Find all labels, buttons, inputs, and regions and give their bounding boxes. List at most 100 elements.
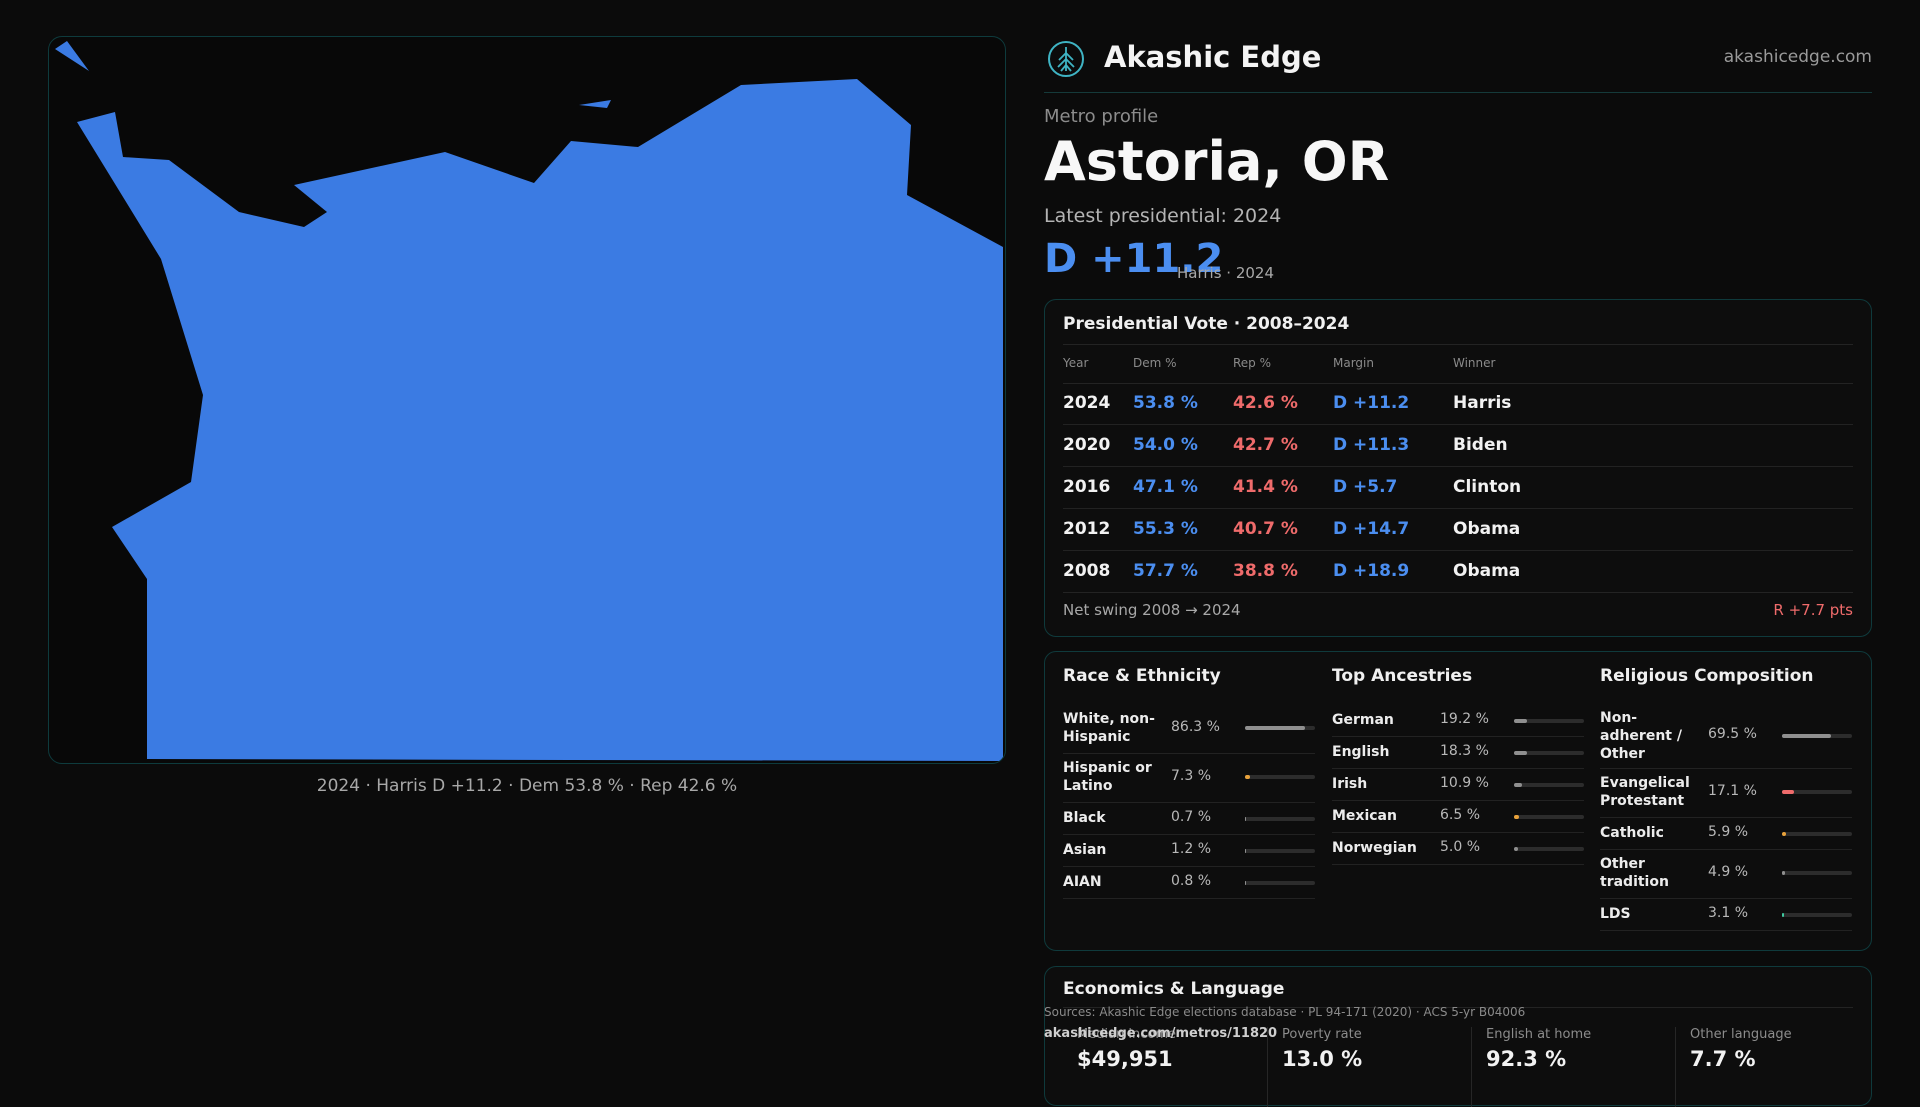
cell-margin: D +5.7 [1333, 477, 1398, 497]
row-bar-fill [1782, 832, 1787, 836]
row-bar-fill [1782, 913, 1785, 917]
stat-value: 13.0 % [1282, 1047, 1363, 1071]
vote-table-header: Year Dem % Rep % Margin Winner [1063, 344, 1853, 384]
row-value: 86.3 % [1171, 719, 1220, 735]
county-map-panel[interactable] [48, 36, 1006, 764]
row-value: 18.3 % [1440, 743, 1489, 759]
row-bar [1514, 847, 1584, 851]
stat-other-language: Other language 7.7 % [1675, 1027, 1866, 1107]
list-item: Norwegian 5.0 % [1332, 832, 1584, 865]
religion-title: Religious Composition [1600, 666, 1814, 686]
stat-value: 7.7 % [1690, 1047, 1756, 1071]
net-swing-value: R +7.7 pts [1773, 601, 1853, 619]
row-bar [1782, 871, 1852, 875]
stat-value: $49,951 [1077, 1047, 1173, 1071]
row-value: 0.8 % [1171, 873, 1212, 889]
list-item: Mexican 6.5 % [1332, 800, 1584, 833]
row-bar-fill [1245, 849, 1247, 853]
row-bar-fill [1514, 751, 1527, 755]
row-bar-fill [1514, 847, 1518, 851]
row-bar [1514, 783, 1584, 787]
row-bar [1245, 817, 1315, 821]
county-shape-fragment [55, 41, 89, 71]
divider [1063, 592, 1853, 593]
row-value: 5.0 % [1440, 839, 1481, 855]
stat-english-at-home: English at home 92.3 % [1471, 1027, 1662, 1107]
row-label: Other tradition [1600, 856, 1669, 890]
row-label: White, non-Hispanic [1063, 711, 1155, 745]
cell-winner: Clinton [1453, 477, 1522, 497]
row-bar-fill [1782, 734, 1831, 738]
table-row: 2024 53.8 % 42.6 % D +11.2 Harris [1063, 382, 1853, 425]
demographics-card: Race & Ethnicity White, non-Hispanic 86.… [1044, 651, 1872, 951]
list-item: Hispanic or Latino 7.3 % [1063, 753, 1315, 803]
row-bar [1514, 751, 1584, 755]
col-header-year: Year [1063, 356, 1089, 370]
row-bar-fill [1245, 726, 1306, 730]
cell-rep: 38.8 % [1233, 561, 1298, 581]
list-item: Irish 10.9 % [1332, 768, 1584, 801]
row-label: Asian [1063, 842, 1107, 858]
map-caption: 2024 · Harris D +11.2 · Dem 53.8 % · Rep… [316, 776, 738, 796]
cell-year: 2012 [1063, 519, 1111, 539]
cell-year: 2024 [1063, 393, 1111, 413]
religion-column: Religious Composition Non-adherent / Oth… [1600, 652, 1852, 950]
row-bar [1245, 775, 1315, 779]
row-bar-fill [1245, 775, 1251, 779]
cell-dem: 53.8 % [1133, 393, 1198, 413]
cell-winner: Harris [1453, 393, 1512, 413]
cell-rep: 41.4 % [1233, 477, 1298, 497]
row-label: Catholic [1600, 825, 1664, 841]
list-item: AIAN 0.8 % [1063, 866, 1315, 899]
row-label: LDS [1600, 906, 1631, 922]
brand-name[interactable]: Akashic Edge [1104, 40, 1322, 74]
row-bar-fill [1782, 871, 1786, 875]
page-title: Astoria, OR [1044, 130, 1390, 193]
list-item: Black 0.7 % [1063, 802, 1315, 835]
stat-poverty-rate: Poverty rate 13.0 % [1267, 1027, 1458, 1107]
page-url[interactable]: akashicedge.com/metros/11820 [1044, 1026, 1278, 1041]
table-row: 2016 47.1 % 41.4 % D +5.7 Clinton [1063, 466, 1853, 509]
row-label: Irish [1332, 776, 1368, 792]
row-bar-fill [1245, 881, 1247, 885]
vote-table-title: Presidential Vote · 2008–2024 [1063, 314, 1350, 334]
row-bar-fill [1514, 783, 1522, 787]
economics-title: Economics & Language [1063, 979, 1285, 999]
row-label: Evangelical Protestant [1600, 775, 1690, 809]
page-kicker: Metro profile [1044, 106, 1159, 127]
row-label: AIAN [1063, 874, 1102, 890]
stat-label: Other language [1690, 1027, 1792, 1042]
row-value: 6.5 % [1440, 807, 1481, 823]
stat-label: Poverty rate [1282, 1027, 1362, 1042]
list-item: Other tradition 4.9 % [1600, 849, 1852, 899]
row-value: 17.1 % [1708, 783, 1757, 799]
cell-year: 2020 [1063, 435, 1111, 455]
cell-winner: Biden [1453, 435, 1508, 455]
latest-margin-detail: Harris · 2024 [1177, 264, 1275, 282]
county-map[interactable] [49, 37, 1006, 764]
latest-election-label: Latest presidential: 2024 [1044, 205, 1282, 227]
site-link[interactable]: akashicedge.com [1723, 47, 1872, 67]
row-bar-fill [1514, 815, 1519, 819]
cell-dem: 54.0 % [1133, 435, 1198, 455]
col-header-margin: Margin [1333, 356, 1374, 370]
col-header-rep: Rep % [1233, 356, 1272, 370]
row-label: Mexican [1332, 808, 1397, 824]
cell-winner: Obama [1453, 561, 1521, 581]
header: Akashic Edge akashicedge.com [1044, 36, 1872, 93]
row-value: 7.3 % [1171, 768, 1212, 784]
row-bar [1782, 832, 1852, 836]
row-label: English [1332, 744, 1390, 760]
list-item: German 19.2 % [1332, 704, 1584, 737]
ancestries-column: Top Ancestries German 19.2 % English 18.… [1332, 652, 1584, 950]
row-bar-fill [1245, 817, 1247, 821]
row-bar [1245, 881, 1315, 885]
cell-rep: 42.7 % [1233, 435, 1298, 455]
row-bar [1782, 790, 1852, 794]
tree-icon[interactable] [1047, 40, 1085, 78]
county-shape[interactable] [77, 79, 1003, 761]
cell-rep: 40.7 % [1233, 519, 1298, 539]
cell-margin: D +18.9 [1333, 561, 1410, 581]
row-bar [1514, 815, 1584, 819]
cell-rep: 42.6 % [1233, 393, 1298, 413]
